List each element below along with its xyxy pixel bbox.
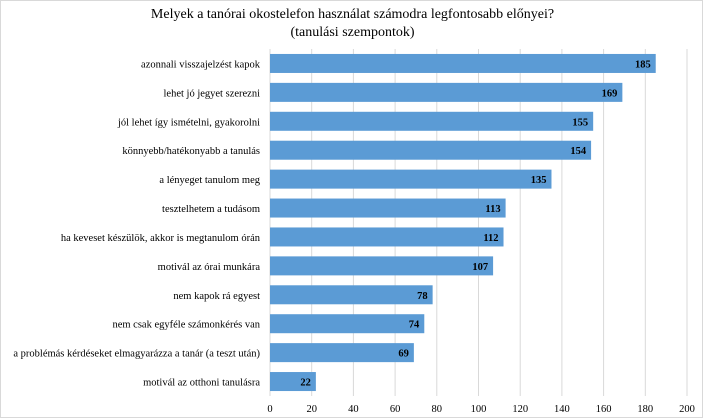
data-label: 135 bbox=[531, 175, 547, 186]
data-label: 154 bbox=[570, 146, 587, 157]
bar bbox=[270, 343, 414, 363]
bar bbox=[270, 256, 494, 276]
chart-subtitle: (tanulási szempontok) bbox=[290, 25, 415, 40]
chart-title-block: Melyek a tanórai okostelefon használat s… bbox=[1, 6, 703, 42]
bar bbox=[270, 140, 592, 160]
category-label: tesztelhetem a tudásom bbox=[162, 204, 260, 215]
x-tick-label: 140 bbox=[554, 404, 570, 415]
data-label: 155 bbox=[572, 117, 588, 128]
x-tick-label: 20 bbox=[306, 404, 317, 415]
data-label: 78 bbox=[417, 291, 428, 302]
bar bbox=[270, 111, 594, 131]
data-label: 69 bbox=[398, 349, 409, 360]
x-tick-label: 100 bbox=[471, 404, 487, 415]
data-label: 169 bbox=[602, 88, 618, 99]
category-label: a lényeget tanulom meg bbox=[159, 175, 260, 186]
data-label: 185 bbox=[635, 59, 651, 70]
category-label: nem csak egyféle számonkérés van bbox=[112, 320, 260, 331]
data-label: 113 bbox=[485, 204, 500, 215]
x-tick-label: 40 bbox=[348, 404, 359, 415]
x-tick-label: 200 bbox=[679, 404, 695, 415]
category-label: azonnali visszajelzést kapok bbox=[141, 59, 261, 70]
bar bbox=[270, 285, 433, 305]
bar bbox=[270, 82, 623, 102]
bar bbox=[270, 169, 552, 189]
data-label: 112 bbox=[483, 233, 498, 244]
x-tick-label: 160 bbox=[596, 404, 612, 415]
chart-title: Melyek a tanórai okostelefon használat s… bbox=[150, 7, 555, 22]
x-tick-label: 80 bbox=[432, 404, 443, 415]
data-label: 22 bbox=[300, 378, 311, 389]
x-tick-label: 180 bbox=[637, 404, 653, 415]
category-label: motivál az otthoni tanulásra bbox=[143, 378, 260, 389]
category-label: ha keveset készülök, akkor is megtanulom… bbox=[61, 233, 261, 244]
bar bbox=[270, 198, 506, 218]
category-label: a problémás kérdéseket elmagyarázza a ta… bbox=[13, 349, 260, 360]
category-label: könnyebb/hatékonyabb a tanulás bbox=[122, 146, 260, 157]
data-label: 107 bbox=[472, 262, 488, 273]
category-label: nem kapok rá egyest bbox=[173, 291, 260, 302]
bar bbox=[270, 53, 656, 73]
x-tick-label: 0 bbox=[267, 404, 272, 415]
category-label: jól lehet így ismételni, gyakorolni bbox=[117, 117, 260, 128]
x-tick-label: 120 bbox=[512, 404, 528, 415]
category-label: motivál az órai munkára bbox=[158, 262, 261, 273]
bar bbox=[270, 314, 425, 334]
data-label: 74 bbox=[409, 320, 420, 331]
bar bbox=[270, 372, 316, 392]
bar bbox=[270, 227, 504, 247]
category-label: lehet jó jegyet szerezni bbox=[164, 88, 261, 99]
x-tick-label: 60 bbox=[390, 404, 401, 415]
